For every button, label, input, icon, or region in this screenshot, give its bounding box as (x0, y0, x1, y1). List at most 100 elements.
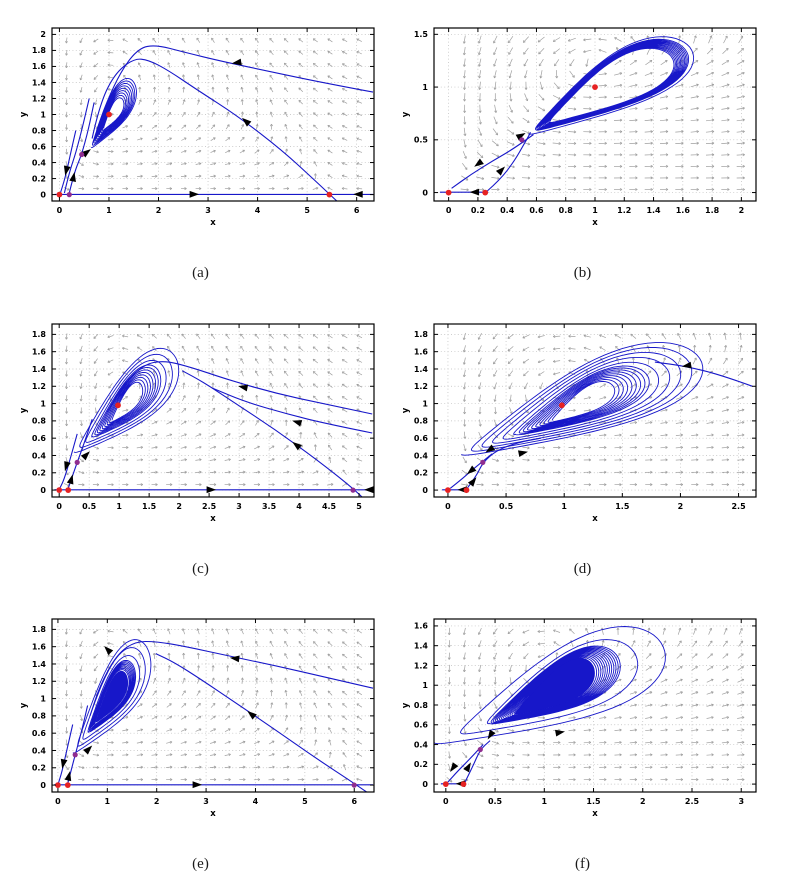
svg-text:1: 1 (40, 399, 46, 408)
panel-caption-c: (c) (192, 561, 209, 577)
svg-text:1.6: 1.6 (32, 62, 47, 71)
phase-portrait-panel-b: 0 0.2 0.4 0.6 0.8 1 1.2 1.4 1.6 1.8 2 0 0.5 1 1.5 x y (b… (400, 16, 765, 282)
phase-portrait-f: 0 0.5 1 1.5 2 2.5 300.20.40.60.811.21.41.6xy (401, 618, 757, 819)
svg-text:1.2: 1.2 (32, 382, 46, 391)
svg-text:4: 4 (253, 797, 259, 806)
svg-text:0: 0 (422, 486, 428, 495)
svg-text:1: 1 (105, 797, 111, 806)
svg-text:3: 3 (236, 502, 242, 511)
svg-text:x: x (592, 514, 598, 524)
phase-portrait-panel-d: 0 0.5 1 1.5 2 2.5 0 0.2 0.4 0.6 0.8 1 1.2 1.4 1.6 1.8 x y… (400, 312, 765, 578)
svg-text:0.8: 0.8 (32, 712, 47, 721)
svg-text:5: 5 (302, 797, 308, 806)
svg-text:1.2: 1.2 (414, 382, 428, 391)
svg-text:1: 1 (40, 694, 46, 703)
svg-text:4: 4 (296, 502, 302, 511)
svg-text:4: 4 (255, 206, 261, 215)
svg-text:0.5: 0.5 (499, 502, 514, 511)
svg-text:1.5: 1.5 (615, 502, 630, 511)
svg-text:0.5: 0.5 (82, 502, 97, 511)
svg-text:0.4: 0.4 (32, 746, 47, 755)
svg-text:5: 5 (356, 502, 362, 511)
svg-text:0: 0 (57, 206, 63, 215)
svg-text:0.8: 0.8 (32, 417, 47, 426)
svg-text:0: 0 (422, 188, 428, 197)
svg-text:1.6: 1.6 (32, 642, 47, 651)
phase-portrait-d: 0 0.5 1 1.5 2 2.5 0 0.2 0.4 0.6 0.8 1 1.2 1.4 1.6 1.8 x y (401, 323, 757, 524)
svg-text:x: x (210, 514, 216, 524)
svg-text:2: 2 (739, 206, 745, 215)
phase-portrait-c: 0 0.5 1 1.5 2 2.5 3 3.5 4 4.5 5 0 0.2 0.4 0.6 0.8 1 1.2 1.… (19, 323, 375, 524)
svg-text:1.4: 1.4 (646, 206, 661, 215)
phase-portrait-panel-e: 0 1 2 3 4 5 6 0 0.2 0.4 0.6 0.8 1 1.2 1.4 1.6 1.8 x y (e) (18, 607, 383, 873)
svg-text:0: 0 (56, 502, 62, 511)
phase-portrait-b: 0 0.2 0.4 0.6 0.8 1 1.2 1.4 1.6 1.8 2 0 0.5 1 1.5 x y (401, 27, 757, 228)
svg-text:1.6: 1.6 (676, 206, 691, 215)
phase-portrait-a: 0 1 2 3 4 5 6 0 0.2 0.4 0.6 0.8 1 1.2 1.4 1.6 1.8 2 x y (19, 27, 375, 228)
svg-text:0.8: 0.8 (414, 417, 429, 426)
svg-text:2: 2 (154, 797, 160, 806)
panel-caption-b: (b) (573, 265, 592, 281)
svg-text:0.4: 0.4 (500, 206, 515, 215)
svg-text:1.4: 1.4 (32, 78, 47, 87)
svg-text:x: x (592, 218, 598, 228)
panel-caption-d: (d) (573, 561, 592, 577)
svg-text:1.6: 1.6 (414, 347, 429, 356)
svg-text:1.8: 1.8 (32, 625, 47, 634)
panel-caption-f: (f) (575, 856, 590, 872)
svg-text:0.6: 0.6 (529, 206, 544, 215)
svg-text:y: y (401, 111, 411, 117)
svg-text:1.8: 1.8 (414, 330, 429, 339)
svg-text:0.6: 0.6 (414, 434, 429, 443)
svg-text:0.2: 0.2 (471, 206, 485, 215)
svg-text:0: 0 (446, 206, 452, 215)
svg-text:2.5: 2.5 (202, 502, 217, 511)
svg-text:x: x (210, 809, 216, 819)
svg-text:1.4: 1.4 (32, 365, 47, 374)
svg-text:y: y (19, 111, 29, 117)
svg-text:0.5: 0.5 (414, 136, 429, 145)
svg-text:1.2: 1.2 (32, 677, 46, 686)
svg-text:0.6: 0.6 (32, 142, 47, 151)
svg-text:0: 0 (40, 190, 46, 199)
svg-text:1: 1 (561, 502, 567, 511)
svg-text:x: x (210, 218, 216, 228)
panel-caption-a: (a) (192, 265, 209, 281)
svg-text:4.5: 4.5 (322, 502, 337, 511)
svg-text:1.8: 1.8 (32, 46, 47, 55)
svg-text:2: 2 (176, 502, 182, 511)
phase-portrait-e: 0 1 2 3 4 5 6 0 0.2 0.4 0.6 0.8 1 1.2 1.4 1.6 1.8 x y (19, 618, 375, 819)
svg-text:1.5: 1.5 (142, 502, 157, 511)
svg-text:1: 1 (40, 110, 46, 119)
svg-text:1.2: 1.2 (32, 94, 46, 103)
svg-text:6: 6 (354, 206, 360, 215)
svg-text:1: 1 (116, 502, 122, 511)
svg-text:0: 0 (40, 486, 46, 495)
svg-text:0.2: 0.2 (32, 764, 46, 773)
svg-text:3.5: 3.5 (262, 502, 277, 511)
svg-text:1: 1 (422, 399, 428, 408)
svg-text:y: y (19, 702, 29, 708)
svg-text:1: 1 (422, 83, 428, 92)
svg-text:0.4: 0.4 (414, 451, 429, 460)
panel-caption-e: (e) (192, 856, 209, 872)
phase-portrait-panel-f: 0 0.5 1 1.5 2 2.5 3 0 0.2 0.4 0.6 0.8 1 1.2 1.4 1.6 x y (… (400, 607, 765, 873)
svg-text:0.8: 0.8 (559, 206, 574, 215)
svg-text:0.2: 0.2 (32, 174, 46, 183)
svg-text:1: 1 (592, 206, 598, 215)
svg-text:2.5: 2.5 (731, 502, 746, 511)
phase-portrait-panel-c: 0 0.5 1 1.5 2 2.5 3 3.5 4 4.5 5 0 0.2 0.4 0.6 0.8 1 1.2 1.… (18, 312, 383, 578)
svg-text:1: 1 (106, 206, 112, 215)
svg-text:0: 0 (40, 781, 46, 790)
svg-text:0.6: 0.6 (32, 434, 47, 443)
svg-text:1.4: 1.4 (32, 660, 47, 669)
svg-text:1.2: 1.2 (617, 206, 631, 215)
svg-text:y: y (401, 407, 411, 413)
svg-text:0: 0 (55, 797, 61, 806)
svg-text:3: 3 (203, 797, 209, 806)
svg-text:6: 6 (351, 797, 357, 806)
svg-text:2: 2 (678, 502, 684, 511)
svg-text:y: y (19, 407, 29, 413)
phase-portrait-panel-a: 0 1 2 3 4 5 6 0 0.2 0.4 0.6 0.8 1 1.2 1.4 1.6 1.8 2 x y (a) (18, 16, 383, 282)
